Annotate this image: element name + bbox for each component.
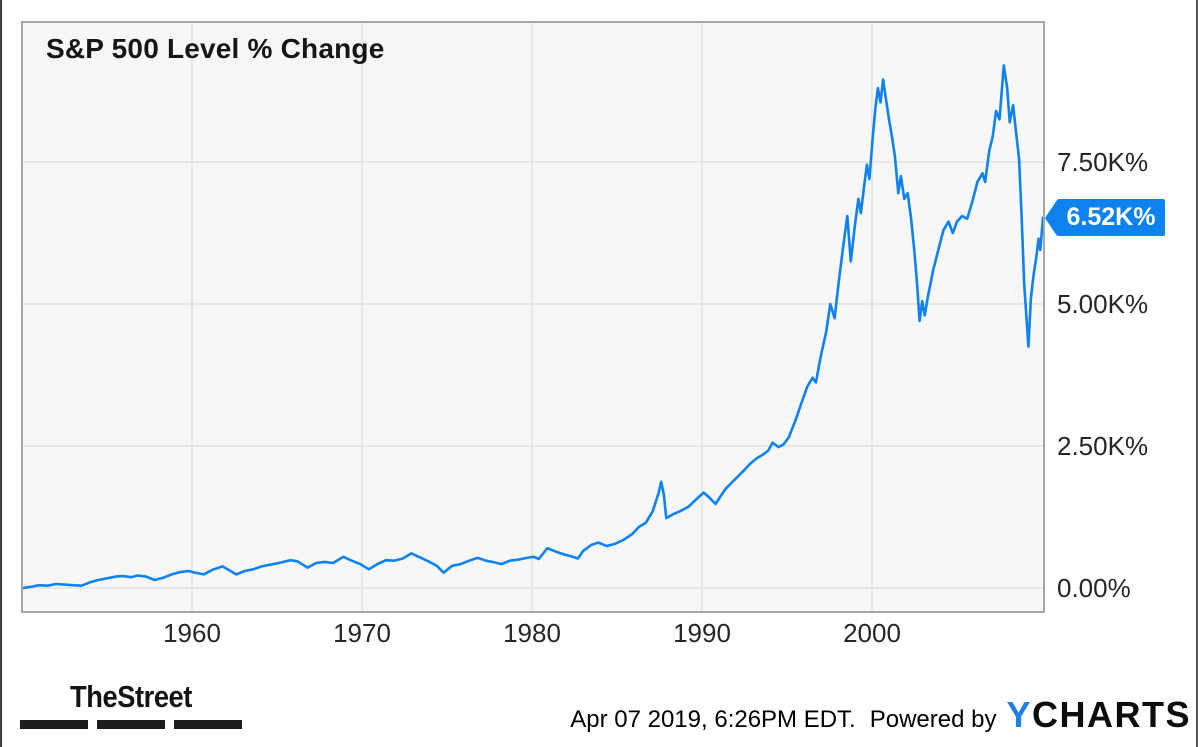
thestreet-bar: [97, 720, 165, 729]
ycharts-logo-y: Y: [1006, 694, 1032, 735]
thestreet-logo-text: TheStreet: [70, 679, 192, 714]
y-tick-label: 5.00K%: [1057, 289, 1149, 319]
chart-canvas: [23, 23, 1043, 611]
x-tick-label: 1970: [333, 618, 391, 648]
thestreet-logo-bars: [20, 720, 242, 729]
ycharts-logo: YCHARTS: [1006, 694, 1191, 736]
thestreet-bar: [20, 720, 88, 729]
x-tick-label: 2000: [843, 618, 901, 648]
page-right-border: [1196, 0, 1198, 747]
timestamp: Apr 07 2019, 6:26PM EDT.: [570, 706, 856, 733]
sp500-line: [23, 64, 1043, 590]
horizontal-gridlines: [23, 161, 1043, 589]
last-value-badge-arrow-icon: [1045, 199, 1057, 236]
x-tick-label: 1960: [163, 618, 221, 648]
y-tick-label: 7.50K%: [1057, 147, 1149, 177]
y-tick-label: 0.00%: [1057, 573, 1131, 603]
y-tick-label: 2.50K%: [1057, 431, 1149, 461]
powered-by-label: Powered by: [869, 706, 997, 733]
attribution: Apr 07 2019, 6:26PM EDT. Powered by YCHA…: [570, 694, 1191, 736]
last-value-badge: 6.52K%: [1057, 199, 1165, 237]
page-left-border: [0, 0, 2, 747]
vertical-gridlines: [191, 23, 873, 611]
thestreet-bar: [174, 720, 242, 729]
x-tick-label: 1980: [503, 618, 561, 648]
x-tick-label: 1990: [673, 618, 731, 648]
thestreet-logo: TheStreet: [20, 681, 242, 729]
ycharts-logo-charts: CHARTS: [1032, 694, 1191, 735]
chart-title: S&P 500 Level % Change: [46, 33, 385, 64]
chart-panel: S&P 500 Level % Change: [21, 21, 1045, 613]
